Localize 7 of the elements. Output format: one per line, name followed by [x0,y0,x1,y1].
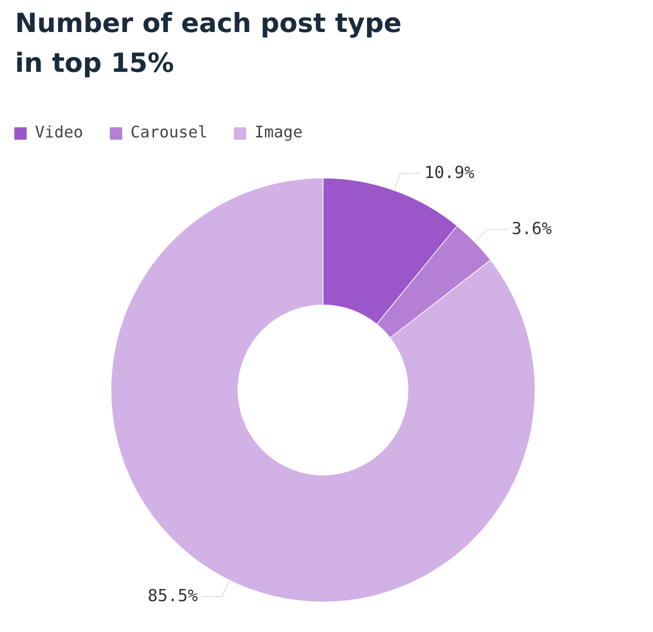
legend-label: Image [256,126,302,141]
legend-label: Carousel [132,125,206,138]
data-label: 3.6% [512,222,552,234]
legend-label: Video [35,125,82,138]
data-label: 85.5% [148,588,198,602]
data-label: 10.9% [426,166,474,178]
chart-title: Number of each post type in top 15% [17,12,400,78]
